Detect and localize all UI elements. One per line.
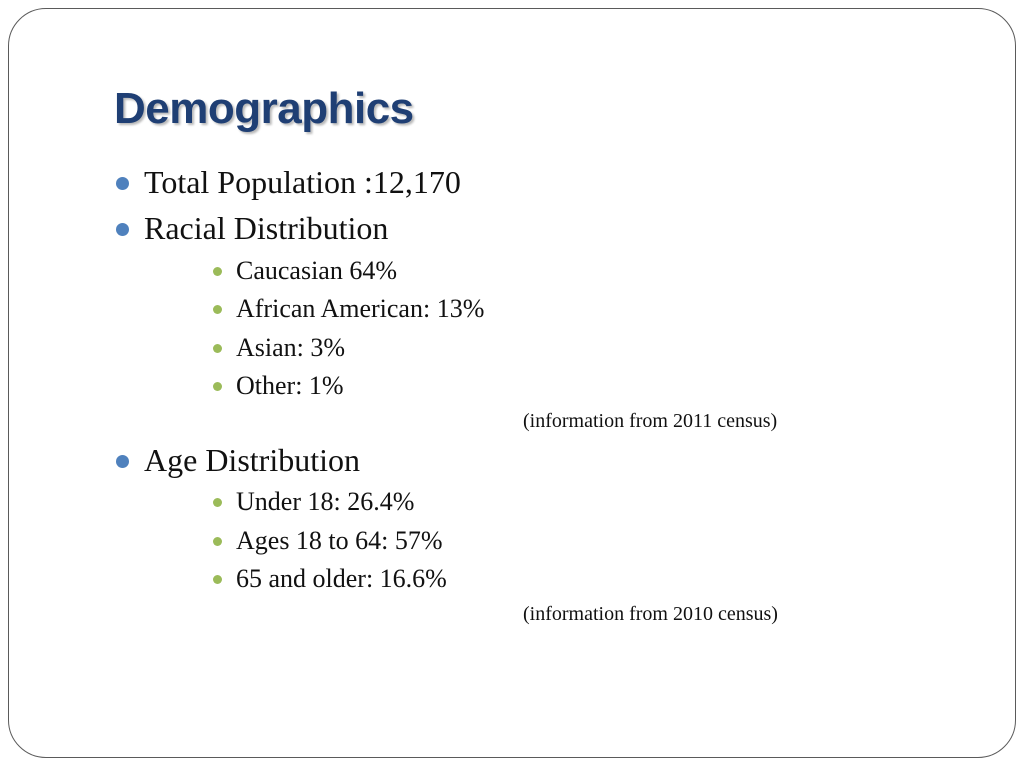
- bullet-dot-icon: [116, 455, 129, 468]
- list-item-caucasian: Caucasian 64%: [236, 256, 398, 285]
- bullet-dot-icon: [213, 344, 222, 353]
- list-item-asian: Asian: 3%: [236, 333, 346, 362]
- bullet-dot-icon: [213, 575, 222, 584]
- bullet-dot-icon: [213, 382, 222, 391]
- source-note-2010: (information from 2010 census): [523, 603, 778, 625]
- slide-frame: [8, 8, 1016, 758]
- source-note-2011: (information from 2011 census): [523, 410, 778, 432]
- slide-title: Demographics: [114, 84, 414, 133]
- bullet-dot-icon: [213, 305, 222, 314]
- list-item-other: Other: 1%: [236, 371, 344, 400]
- list-item-65-older: 65 and older: 16.6%: [236, 564, 447, 593]
- bullet-dot-icon: [213, 537, 222, 546]
- list-item-under-18: Under 18: 26.4%: [236, 487, 415, 516]
- bullet-dot-icon: [116, 223, 129, 236]
- list-item-african-american: African American: 13%: [236, 294, 485, 323]
- list-item-racial-distribution: Racial Distribution: [144, 210, 389, 246]
- bullet-dot-icon: [213, 267, 222, 276]
- list-item-ages-18-64: Ages 18 to 64: 57%: [236, 526, 443, 555]
- bullet-dot-icon: [213, 498, 222, 507]
- list-item-total-population: Total Population :12,170: [144, 164, 461, 200]
- bullet-dot-icon: [116, 177, 129, 190]
- list-item-age-distribution: Age Distribution: [144, 442, 360, 478]
